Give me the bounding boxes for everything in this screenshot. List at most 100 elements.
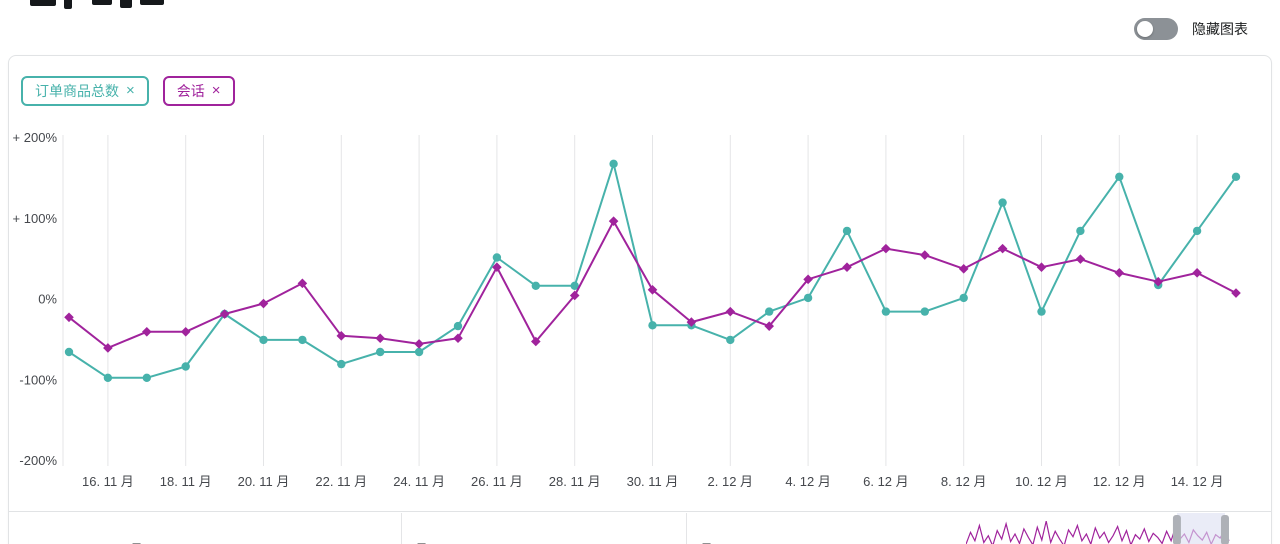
data-point[interactable]: [1115, 172, 1124, 181]
data-point[interactable]: [181, 362, 190, 371]
filter-chip-sessions[interactable]: 会话 ×: [162, 76, 235, 106]
data-point[interactable]: [765, 307, 774, 316]
y-axis-label: + 100%: [13, 211, 58, 226]
data-point[interactable]: [492, 262, 502, 272]
y-axis-label: + 200%: [13, 130, 58, 145]
hide-chart-toggle[interactable]: [1134, 18, 1178, 40]
data-point[interactable]: [920, 250, 930, 260]
data-point[interactable]: [453, 333, 463, 344]
data-point[interactable]: [997, 243, 1008, 254]
bottom-table-strip: 1 月 /22 1 月 /22 1 月 /22: [9, 511, 1271, 544]
x-axis-label: 30. 11 月: [627, 474, 679, 489]
data-point[interactable]: [647, 285, 658, 295]
data-point[interactable]: [1231, 288, 1241, 298]
data-point[interactable]: [64, 312, 74, 323]
data-point[interactable]: [803, 274, 813, 285]
x-axis-label: 12. 12 月: [1093, 474, 1146, 489]
data-point[interactable]: [726, 335, 735, 345]
data-point[interactable]: [531, 281, 540, 290]
data-point[interactable]: [142, 373, 151, 382]
y-axis-label: 0%: [38, 292, 57, 307]
data-point[interactable]: [998, 198, 1007, 207]
data-point[interactable]: [180, 327, 191, 337]
data-point[interactable]: [764, 321, 774, 331]
table-cell-clipped: 1 月 /22: [404, 539, 450, 544]
x-axis-label: 24. 11 月: [393, 474, 445, 489]
navigator-handle-right[interactable]: [1220, 515, 1229, 544]
data-point[interactable]: [1075, 254, 1086, 264]
table-cell-clipped: 1 月 /22: [119, 539, 165, 544]
x-axis-label: 16. 11 月: [82, 474, 134, 489]
data-point[interactable]: [1153, 276, 1163, 287]
x-axis-label: 20. 11 月: [238, 474, 290, 489]
y-axis-label: -100%: [19, 372, 57, 387]
data-point[interactable]: [1036, 262, 1047, 272]
data-point[interactable]: [842, 226, 852, 236]
navigator-handle-left[interactable]: [1172, 515, 1181, 544]
data-point[interactable]: [1231, 172, 1241, 181]
data-point[interactable]: [453, 321, 463, 331]
data-point[interactable]: [609, 159, 618, 168]
filter-chip-label: 会话: [176, 83, 205, 99]
data-point[interactable]: [959, 293, 968, 303]
data-point[interactable]: [103, 373, 113, 382]
data-point[interactable]: [569, 290, 580, 301]
data-point[interactable]: [1037, 307, 1046, 316]
remove-chip-icon[interactable]: ×: [211, 82, 221, 99]
data-point[interactable]: [570, 281, 579, 290]
y-axis-label: -200%: [19, 453, 57, 468]
data-point[interactable]: [142, 327, 152, 337]
data-point[interactable]: [1192, 226, 1202, 236]
x-axis-label: 2. 12 月: [708, 474, 754, 489]
data-point[interactable]: [1114, 268, 1125, 278]
range-navigator-chart[interactable]: [966, 513, 1233, 544]
x-axis-label: 14. 12 月: [1171, 474, 1224, 489]
metric-filter-chips: 订单商品总数 × 会话 ×: [21, 76, 235, 106]
data-point[interactable]: [803, 293, 813, 303]
navigator-selection[interactable]: [1176, 513, 1225, 544]
data-point[interactable]: [414, 339, 424, 349]
x-axis-label: 6. 12 月: [863, 474, 909, 489]
data-point[interactable]: [1076, 226, 1085, 236]
data-point[interactable]: [881, 307, 891, 316]
x-axis-label: 22. 11 月: [315, 474, 367, 489]
data-point[interactable]: [958, 264, 969, 274]
data-point[interactable]: [725, 306, 736, 317]
title-glyph-fragment: [30, 0, 56, 6]
page-title-clipped: [30, 0, 164, 9]
x-axis-label: 4. 12 月: [785, 474, 831, 489]
data-point[interactable]: [259, 335, 268, 345]
data-point[interactable]: [1192, 268, 1202, 278]
data-point[interactable]: [337, 359, 346, 369]
data-point[interactable]: [842, 262, 852, 272]
hide-chart-toggle-row: 隐藏图表: [1134, 18, 1248, 40]
x-axis-label: 18. 11 月: [160, 474, 212, 489]
data-point[interactable]: [298, 335, 307, 345]
data-point[interactable]: [648, 321, 657, 330]
title-glyph-fragment: [140, 0, 164, 5]
data-point[interactable]: [336, 331, 347, 341]
data-point[interactable]: [492, 253, 502, 262]
data-point[interactable]: [414, 347, 424, 357]
data-point[interactable]: [881, 243, 891, 254]
x-axis-label: 8. 12 月: [941, 474, 987, 489]
data-point[interactable]: [920, 307, 929, 316]
chart-card: 订单商品总数 × 会话 × 16. 11 月 18. 11 月 20. 11 月 22…: [8, 55, 1272, 544]
filter-chip-order-items[interactable]: 订单商品总数 ×: [21, 76, 149, 106]
data-point[interactable]: [64, 347, 74, 357]
title-glyph-fragment: [64, 0, 72, 9]
data-point[interactable]: [219, 309, 230, 319]
data-point[interactable]: [531, 336, 541, 347]
data-point[interactable]: [608, 216, 619, 226]
data-point[interactable]: [376, 347, 385, 357]
data-point[interactable]: [103, 343, 113, 353]
data-point[interactable]: [686, 317, 697, 327]
x-axis-label: 10. 12 月: [1015, 474, 1068, 489]
remove-chip-icon[interactable]: ×: [126, 82, 135, 99]
x-axis-label: 26. 11 月: [471, 474, 523, 489]
data-point[interactable]: [258, 298, 269, 309]
data-point[interactable]: [375, 333, 385, 344]
data-point[interactable]: [297, 278, 308, 289]
x-axis-label: 28. 11 月: [549, 474, 601, 489]
